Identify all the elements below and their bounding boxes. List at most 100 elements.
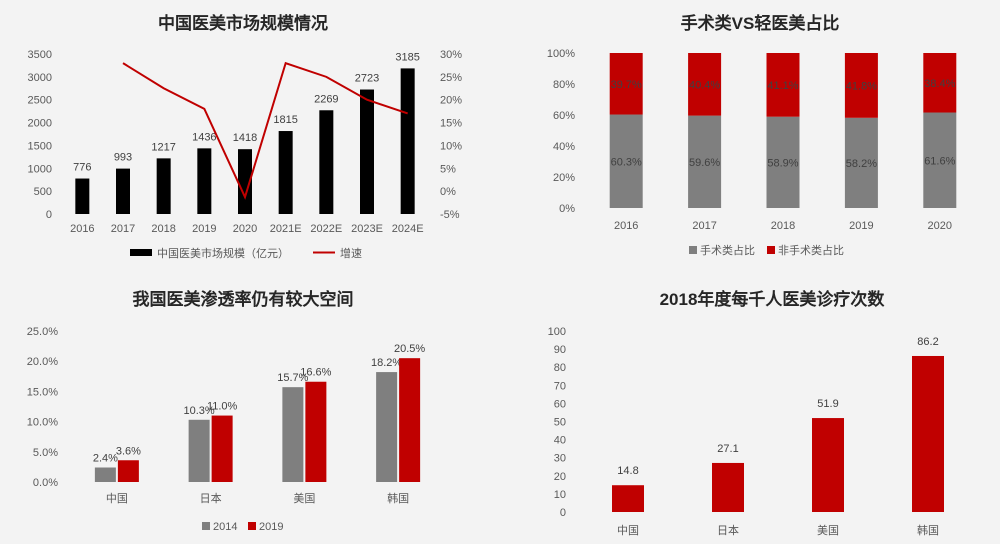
y-tick-label: 100% — [547, 48, 575, 60]
x-tick-label: 日本 — [717, 523, 739, 537]
y-tick-label: 20% — [553, 172, 575, 184]
legend-swatch — [248, 522, 256, 530]
surgery-vs-light-chart: 手术类VS轻医美占比 0% 20% 40% 60% 80% 100% 60.3% 39.7% 2… — [547, 13, 957, 257]
chart1-title: 中国医美市场规模情况 — [158, 13, 328, 33]
data-label: 41.8% — [846, 80, 877, 92]
bar — [305, 381, 327, 482]
x-tick-label: 2018 — [771, 220, 795, 232]
bar — [94, 467, 116, 482]
data-label: 15.7% — [277, 372, 308, 384]
y-tick-label: 2500 — [28, 95, 52, 107]
x-tick-label: 2016 — [614, 220, 638, 232]
data-label: 1418 — [233, 132, 257, 144]
x-tick-label: 中国 — [106, 492, 128, 505]
legend-label: 增速 — [340, 246, 362, 260]
y2-tick-label: -5% — [440, 209, 460, 221]
bar — [282, 387, 304, 482]
bar — [360, 89, 374, 214]
bar — [278, 131, 293, 214]
y-tick-label: 1000 — [28, 163, 52, 175]
y-tick-label: 500 — [34, 186, 52, 198]
data-label: 11.0% — [207, 401, 238, 413]
y-tick-label: 25.0% — [27, 326, 58, 338]
bar — [75, 178, 90, 214]
bar — [612, 485, 644, 512]
bar — [400, 68, 415, 215]
legend-label: 2019 — [259, 521, 283, 533]
x-tick-label: 2022E — [310, 223, 342, 235]
data-label: 51.9 — [817, 398, 838, 410]
growth-rate-line — [122, 61, 408, 200]
bar-non-surgery — [844, 53, 878, 118]
data-label: 86.2 — [917, 336, 938, 348]
x-tick-label: 2019 — [192, 223, 216, 235]
y-tick-label: 2000 — [28, 118, 52, 130]
y-tick-label: 1500 — [28, 140, 52, 152]
bar-surgery — [766, 116, 800, 208]
x-tick-label: 2018 — [151, 223, 175, 235]
legend-label: 2014 — [213, 521, 237, 533]
bar — [712, 462, 744, 512]
y2-tick-label: 15% — [440, 118, 462, 130]
data-label: 40.4% — [689, 79, 720, 91]
legend-swatch — [202, 522, 210, 530]
bar — [238, 149, 252, 214]
legend-swatch — [767, 246, 775, 254]
data-label: 1815 — [273, 114, 297, 126]
data-label: 10.3% — [184, 405, 215, 417]
y-tick-label: 100 — [548, 326, 566, 338]
data-label: 3.6% — [116, 445, 141, 457]
y-tick-label: 20.0% — [27, 356, 58, 368]
x-tick-label: 韩国 — [387, 491, 409, 505]
data-label: 59.6% — [689, 157, 720, 169]
data-label: 2.4% — [93, 453, 118, 465]
y-tick-label: 80 — [554, 362, 566, 374]
x-tick-label: 中国 — [617, 524, 639, 537]
y-tick-label: 60% — [553, 110, 575, 122]
y-tick-label: 40% — [553, 141, 575, 153]
bar-non-surgery — [609, 53, 643, 115]
market-size-chart: 中国医美市场规模情况 0 500 1000 1500 2000 2500 3000 3500 -… — [28, 13, 463, 260]
data-label: 61.6% — [924, 155, 955, 167]
bar-non-surgery — [766, 53, 800, 117]
bar-surgery — [923, 112, 957, 208]
data-label: 58.2% — [846, 158, 877, 170]
y-tick-label: 0% — [559, 203, 575, 215]
data-label: 776 — [73, 162, 91, 174]
y-tick-label: 50 — [554, 417, 566, 429]
x-tick-label: 韩国 — [917, 523, 939, 537]
data-label: 39.7% — [611, 79, 642, 91]
bar — [211, 415, 233, 482]
data-label: 993 — [114, 152, 132, 164]
x-tick-label: 2020 — [928, 220, 952, 232]
y-tick-label: 10.0% — [27, 417, 58, 429]
legend-label: 手术类占比 — [700, 243, 755, 257]
y2-tick-label: 30% — [440, 49, 462, 61]
x-tick-label: 2017 — [692, 220, 716, 232]
bar — [376, 372, 398, 482]
data-label: 14.8 — [617, 465, 638, 477]
y-tick-label: 70 — [554, 380, 566, 392]
y2-tick-label: 0% — [440, 186, 456, 198]
x-tick-label: 日本 — [200, 491, 222, 505]
bar — [197, 148, 212, 214]
data-label: 2269 — [314, 93, 338, 105]
y2-tick-label: 20% — [440, 95, 462, 107]
y-tick-label: 40 — [554, 435, 566, 447]
bar — [117, 460, 139, 482]
x-tick-label: 2017 — [111, 223, 135, 235]
legend-swatch-bar — [130, 249, 152, 256]
y-tick-label: 80% — [553, 79, 575, 91]
y-tick-label: 20 — [554, 471, 566, 483]
bar — [156, 158, 171, 214]
bar-surgery — [688, 115, 722, 208]
legend-swatch — [689, 246, 697, 254]
x-tick-label: 2024E — [392, 223, 424, 235]
y-tick-label: 15.0% — [27, 386, 58, 398]
chart2-title: 手术类VS轻医美占比 — [681, 13, 840, 33]
data-label: 1217 — [151, 141, 175, 153]
bar — [319, 110, 334, 214]
y-tick-label: 90 — [554, 344, 566, 356]
x-tick-label: 美国 — [293, 492, 315, 505]
bar-non-surgery — [688, 53, 722, 116]
